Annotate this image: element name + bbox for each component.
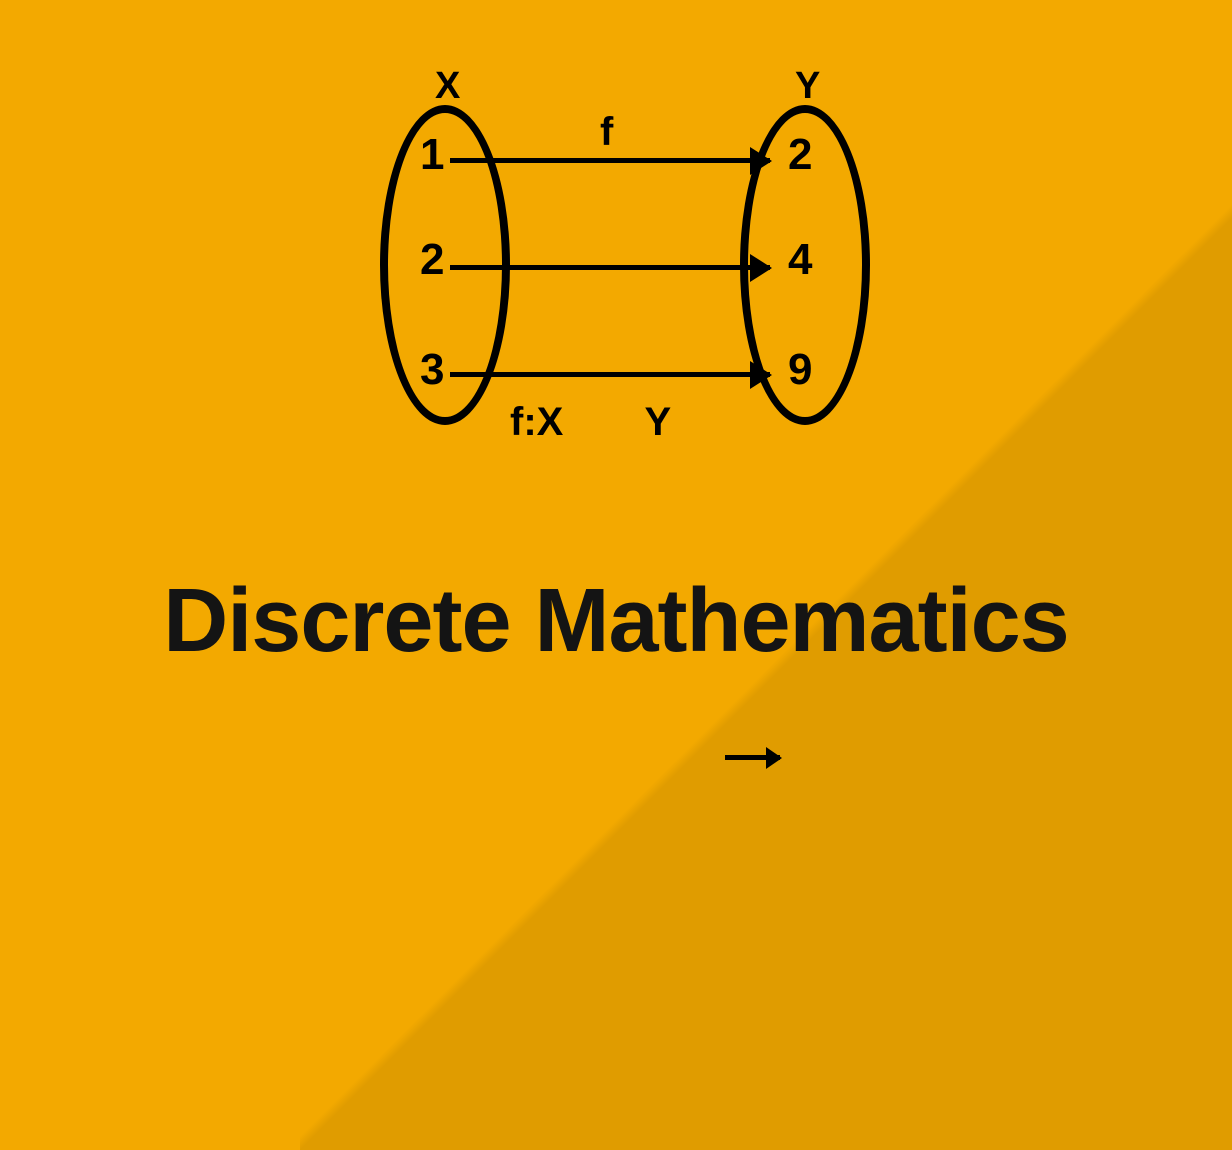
notation-from: X <box>537 400 564 444</box>
codomain-element-1: 2 <box>788 130 812 180</box>
notation-to: Y <box>644 400 671 444</box>
mapping-arrow-2 <box>450 265 770 270</box>
function-diagram: X Y f 1 2 3 2 4 9 f:X Y <box>380 70 880 470</box>
domain-element-3: 3 <box>420 345 444 395</box>
codomain-element-3: 9 <box>788 345 812 395</box>
domain-element-2: 2 <box>420 235 444 285</box>
notation-prefix: f: <box>510 400 537 444</box>
codomain-element-2: 4 <box>788 235 812 285</box>
mapping-arrow-3 <box>450 372 770 377</box>
function-label: f <box>600 110 613 155</box>
function-notation: f:X Y <box>510 400 671 445</box>
mapping-arrow-1 <box>450 158 770 163</box>
notation-arrow-icon <box>725 755 780 760</box>
codomain-label: Y <box>795 65 820 108</box>
page-title: Discrete Mathematics <box>0 570 1232 673</box>
domain-label: X <box>435 65 460 108</box>
domain-element-1: 1 <box>420 130 444 180</box>
